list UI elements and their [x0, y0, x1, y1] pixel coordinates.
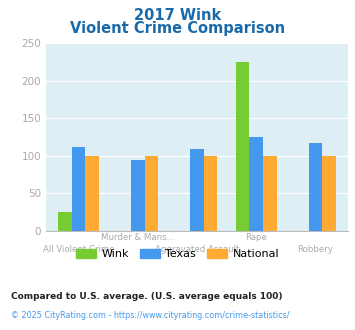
Text: Robbery: Robbery: [297, 245, 333, 254]
Bar: [263, 156, 277, 231]
Text: Murder & Mans...: Murder & Mans...: [101, 233, 175, 242]
Bar: [249, 137, 263, 231]
Text: Aggravated Assault: Aggravated Assault: [155, 245, 239, 254]
Bar: [145, 156, 158, 231]
Text: All Violent Crime: All Violent Crime: [43, 245, 115, 254]
Bar: [131, 160, 145, 231]
Legend: Wink, Texas, National: Wink, Texas, National: [71, 244, 284, 263]
Bar: [72, 147, 86, 231]
Text: Violent Crime Comparison: Violent Crime Comparison: [70, 21, 285, 36]
Bar: [86, 156, 99, 231]
Text: Compared to U.S. average. (U.S. average equals 100): Compared to U.S. average. (U.S. average …: [11, 292, 282, 301]
Text: Rape: Rape: [245, 233, 267, 242]
Text: 2017 Wink: 2017 Wink: [134, 8, 221, 23]
Bar: [308, 143, 322, 231]
Bar: [204, 156, 217, 231]
Text: © 2025 CityRating.com - https://www.cityrating.com/crime-statistics/: © 2025 CityRating.com - https://www.city…: [11, 311, 289, 320]
Bar: [236, 62, 249, 231]
Bar: [322, 156, 336, 231]
Bar: [58, 212, 72, 231]
Bar: [190, 149, 204, 231]
